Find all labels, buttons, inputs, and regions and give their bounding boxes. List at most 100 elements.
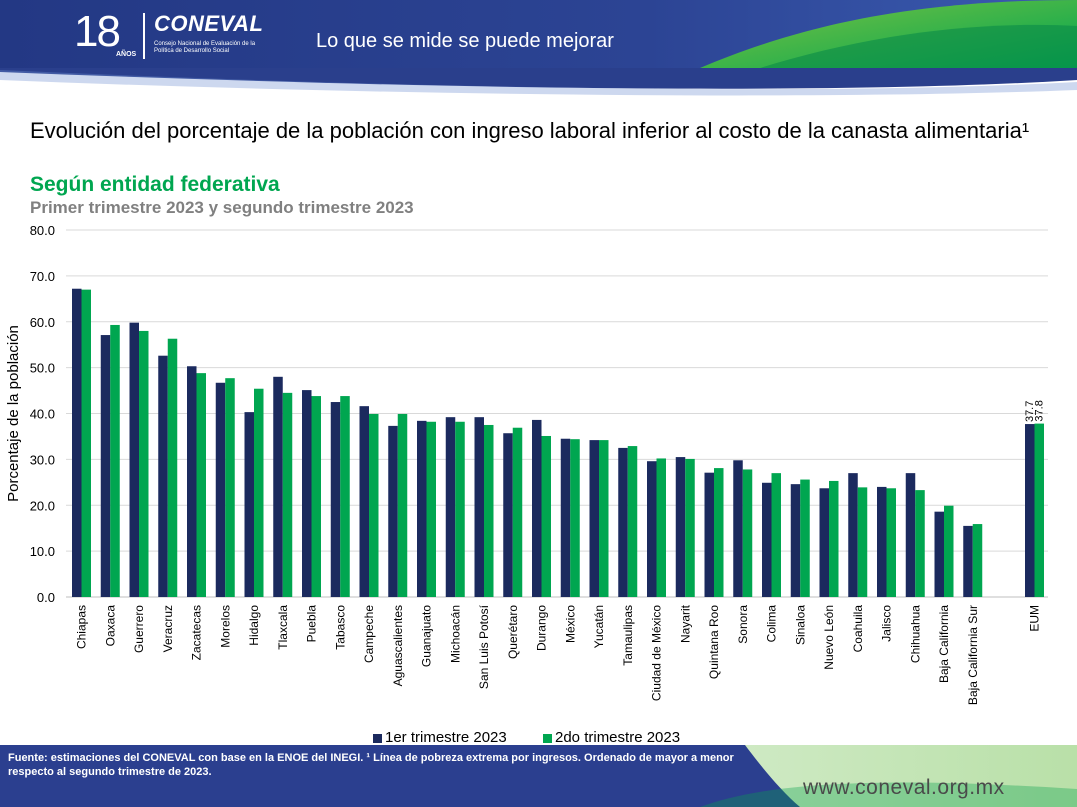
category-label: Michoacán bbox=[448, 605, 462, 663]
bar-series-1 bbox=[848, 473, 858, 597]
category-label: Oaxaca bbox=[103, 605, 117, 647]
footer-url[interactable]: www.coneval.org.mx bbox=[803, 776, 1005, 799]
bar-series-2 bbox=[1034, 423, 1044, 597]
category-label: Jalisco bbox=[880, 605, 894, 642]
y-tick-label: 30.0 bbox=[30, 452, 55, 467]
bar-series-2 bbox=[627, 446, 638, 597]
y-tick-label: 80.0 bbox=[30, 223, 55, 238]
category-label: Chihuahua bbox=[908, 605, 922, 663]
legend-swatch-series-1 bbox=[373, 734, 382, 743]
y-tick-label: 50.0 bbox=[30, 361, 55, 376]
logo-name: CONEVAL bbox=[154, 11, 264, 36]
bar-series-1 bbox=[388, 425, 398, 597]
bar-series-1 bbox=[503, 433, 513, 597]
bar-series-1 bbox=[273, 376, 283, 597]
bar-series-2 bbox=[829, 480, 839, 597]
bar-series-2 bbox=[397, 413, 408, 597]
category-label: San Luis Potosí bbox=[477, 604, 491, 689]
y-tick-label: 60.0 bbox=[30, 315, 55, 330]
bar-series-1 bbox=[733, 460, 743, 597]
bar-series-2 bbox=[800, 479, 810, 597]
y-tick-label: 20.0 bbox=[30, 498, 55, 513]
header-banner: 18 AÑOS CONEVAL Consejo Nacional de Eval… bbox=[0, 0, 1077, 96]
bar-series-1 bbox=[244, 412, 254, 597]
bar-series-2 bbox=[196, 373, 206, 597]
bar-series-1 bbox=[532, 419, 542, 597]
bar-series-1 bbox=[905, 473, 916, 597]
bar-series-2 bbox=[512, 427, 523, 597]
bar-series-1 bbox=[445, 417, 456, 597]
bar-series-1 bbox=[302, 390, 312, 597]
bar-series-2 bbox=[886, 488, 896, 597]
y-axis-label: Porcentaje de la población bbox=[5, 325, 22, 502]
bar-series-2 bbox=[426, 421, 436, 597]
category-label: Tlaxcala bbox=[276, 605, 290, 650]
bar-series-2 bbox=[139, 330, 149, 597]
bar-series-2 bbox=[685, 458, 695, 597]
bar-series-2 bbox=[340, 396, 350, 597]
bar-series-1 bbox=[1025, 424, 1035, 597]
bar-series-1 bbox=[618, 447, 628, 597]
header-tagline: Lo que se mide se puede mejorar bbox=[316, 30, 614, 52]
bar-series-2 bbox=[81, 289, 91, 597]
logo-subtitle: Consejo Nacional de Evaluación de la Pol… bbox=[154, 41, 256, 54]
chart-subtitle: Según entidad federativa bbox=[30, 173, 280, 196]
bar-series-2 bbox=[484, 424, 494, 597]
bar-series-1 bbox=[100, 335, 111, 597]
category-label: Veracruz bbox=[161, 605, 175, 652]
bar-series-2 bbox=[656, 458, 666, 597]
data-label-eum: 37.8 bbox=[1034, 400, 1046, 421]
bar-series-2 bbox=[972, 524, 983, 597]
bar-series-1 bbox=[330, 402, 341, 597]
bar-series-2 bbox=[714, 468, 724, 597]
bar-series-1 bbox=[675, 457, 686, 597]
bar-series-1 bbox=[158, 355, 168, 597]
category-label: Sinaloa bbox=[793, 605, 807, 645]
bar-series-1 bbox=[934, 511, 944, 597]
bar-series-2 bbox=[915, 490, 925, 597]
logo-divider bbox=[143, 13, 145, 59]
y-tick-label: 0.0 bbox=[37, 590, 55, 605]
category-label: Chiapas bbox=[75, 605, 89, 649]
y-tick-label: 70.0 bbox=[30, 269, 55, 284]
category-label: Quintana Roo bbox=[707, 605, 721, 679]
bar-series-1 bbox=[359, 406, 369, 597]
footer-source-note: Fuente: estimaciones del CONEVAL con bas… bbox=[8, 752, 734, 778]
category-label: Sonora bbox=[736, 605, 750, 644]
logo-anniversary-years: AÑOS bbox=[116, 51, 137, 58]
legend-label-series-1: 1er trimestre 2023 bbox=[385, 729, 507, 746]
category-label: Colima bbox=[765, 605, 779, 643]
category-label: Nuevo León bbox=[822, 605, 836, 670]
bar-series-2 bbox=[167, 338, 178, 597]
y-tick-label: 40.0 bbox=[30, 407, 55, 422]
category-label: Hidalgo bbox=[247, 605, 261, 646]
bar-series-1 bbox=[790, 484, 801, 597]
category-label: EUM bbox=[1028, 605, 1042, 632]
bar-series-2 bbox=[742, 469, 753, 597]
category-label: Puebla bbox=[305, 605, 319, 643]
category-label: Guerrero bbox=[132, 605, 146, 653]
category-label: Tamaulipas bbox=[621, 605, 635, 666]
bar-series-1 bbox=[877, 486, 887, 597]
bar-series-2 bbox=[254, 388, 264, 597]
bar-series-1 bbox=[762, 482, 772, 597]
category-label: Aguascalientes bbox=[391, 605, 405, 686]
category-label: Guanajuato bbox=[420, 605, 434, 667]
bar-series-1 bbox=[474, 417, 484, 597]
bar-series-1 bbox=[647, 461, 657, 597]
bar-series-2 bbox=[944, 505, 954, 597]
bar-series-1 bbox=[72, 288, 82, 597]
bar-series-2 bbox=[857, 487, 868, 597]
category-label: Ciudad de México bbox=[650, 605, 664, 701]
bar-series-2 bbox=[282, 392, 293, 597]
bar-chart: 0.0 10.0 20.0 30.0 40.0 50.0 60.0 70.0 80.0 Porce… bbox=[5, 223, 1048, 705]
bar-series-2 bbox=[541, 435, 551, 597]
bar-series-1 bbox=[819, 488, 829, 597]
chart-title: Evolución del porcentaje de la población… bbox=[30, 118, 1030, 143]
category-label: México bbox=[563, 605, 577, 643]
category-label: Campeche bbox=[362, 605, 376, 663]
category-label: Zacatecas bbox=[190, 605, 204, 660]
bar-series-2 bbox=[110, 324, 120, 597]
bar-series-1 bbox=[417, 420, 427, 597]
category-label: Yucatán bbox=[592, 605, 606, 648]
